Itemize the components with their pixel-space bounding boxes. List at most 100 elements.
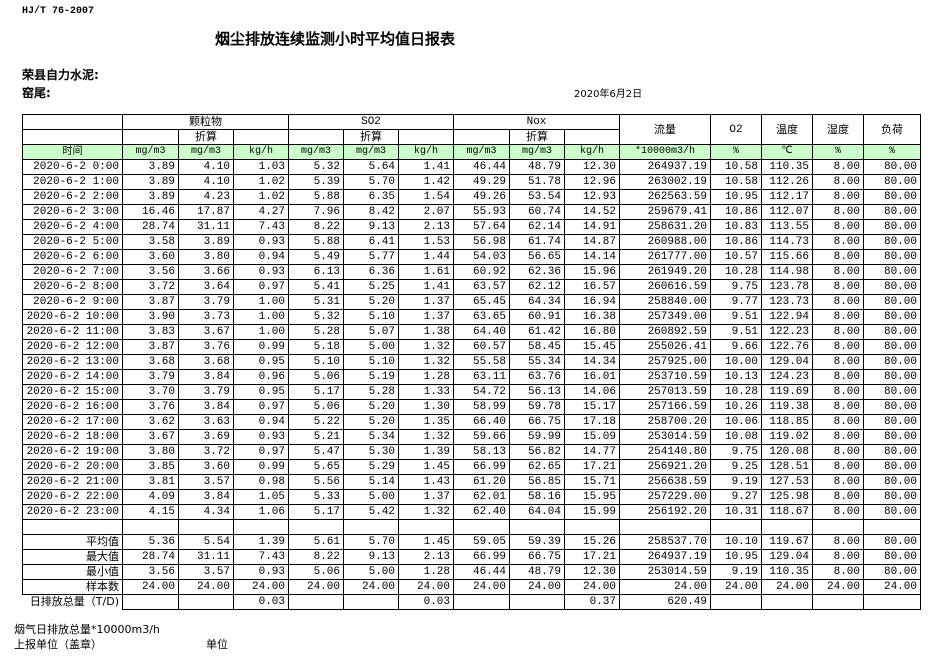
header-nox: Nox — [453, 114, 620, 130]
blank-cell — [343, 519, 399, 535]
value-cell: 8.00 — [812, 264, 864, 280]
value-cell: 3.79 — [178, 294, 234, 310]
value-cell: 8.00 — [812, 204, 864, 220]
value-cell: 620.49 — [619, 594, 711, 610]
value-cell: 5.56 — [288, 474, 344, 490]
value-cell: 55.93 — [453, 204, 510, 220]
blank-cell — [22, 519, 123, 535]
value-cell: 17.21 — [564, 459, 620, 475]
value-cell: 119.67 — [761, 534, 813, 550]
value-cell: 8.00 — [812, 324, 864, 340]
table-row: 2020-6-2 2:00 3.89 4.23 1.02 5.88 6.35 1.54 49.… — [22, 189, 921, 205]
value-cell: 5.70 — [343, 174, 399, 190]
value-cell: 10.08 — [710, 429, 762, 445]
header-blank — [122, 129, 179, 145]
unit-cell: % — [863, 144, 921, 160]
value-cell: 63.57 — [453, 279, 510, 295]
header-blank — [453, 129, 510, 145]
header-blank — [22, 129, 123, 145]
value-cell: 58.45 — [509, 339, 565, 355]
row-label: 平均值 — [22, 534, 123, 550]
value-cell: 0.95 — [233, 384, 289, 400]
value-cell: 1.28 — [398, 369, 454, 385]
value-cell: 9.13 — [343, 219, 399, 235]
value-cell: 1.32 — [398, 429, 454, 445]
value-cell: 5.10 — [343, 354, 399, 370]
value-cell: 4.34 — [178, 504, 234, 520]
value-cell: 5.42 — [343, 504, 399, 520]
value-cell: 257925.00 — [619, 354, 711, 370]
value-cell: 24.00 — [453, 579, 510, 595]
value-cell: 122.76 — [761, 339, 813, 355]
value-cell: 1.37 — [398, 294, 454, 310]
value-cell — [288, 594, 344, 610]
blank-cell — [761, 519, 813, 535]
value-cell: 24.00 — [619, 579, 711, 595]
value-cell: 58.13 — [453, 444, 510, 460]
value-cell: 16.94 — [564, 294, 620, 310]
value-cell: 5.22 — [288, 414, 344, 430]
value-cell: 3.72 — [122, 279, 179, 295]
value-cell: 60.57 — [453, 339, 510, 355]
value-cell: 10.95 — [710, 189, 762, 205]
value-cell: 56.98 — [453, 234, 510, 250]
value-cell: 59.66 — [453, 429, 510, 445]
value-cell: 7.43 — [233, 219, 289, 235]
value-cell: 3.64 — [178, 279, 234, 295]
table-row: 2020-6-2 6:00 3.60 3.80 0.94 5.49 5.77 1.44 54.… — [22, 249, 921, 265]
value-cell: 3.56 — [122, 564, 179, 580]
value-cell: 7.43 — [233, 549, 289, 565]
value-cell: 8.00 — [812, 399, 864, 415]
value-cell: 124.23 — [761, 369, 813, 385]
value-cell: 0.97 — [233, 444, 289, 460]
header-o2: O2 — [710, 114, 762, 145]
value-cell: 3.60 — [178, 459, 234, 475]
value-cell: 9.51 — [710, 309, 762, 325]
value-cell: 66.40 — [453, 414, 510, 430]
value-cell: 80.00 — [863, 414, 921, 430]
table-row: 2020-6-2 3:00 16.46 17.87 4.27 7.96 8.42 2.07 5… — [22, 204, 921, 220]
value-cell: 110.35 — [761, 159, 813, 175]
value-cell: 54.72 — [453, 384, 510, 400]
value-cell: 8.22 — [288, 219, 344, 235]
value-cell: 5.00 — [343, 564, 399, 580]
value-cell: 80.00 — [863, 324, 921, 340]
value-cell: 258537.70 — [619, 534, 711, 550]
table-row: 2020-6-2 12:00 3.87 3.76 0.99 5.18 5.00 1.32 60… — [22, 339, 921, 355]
value-cell: 119.02 — [761, 429, 813, 445]
stats-row: 最大值 28.74 31.11 7.43 8.22 9.13 2.13 66.99 66.75 1… — [22, 549, 921, 565]
value-cell: 61.74 — [509, 234, 565, 250]
value-cell: 3.63 — [178, 414, 234, 430]
value-cell: 1.00 — [233, 294, 289, 310]
value-cell: 8.00 — [812, 564, 864, 580]
value-cell: 253710.59 — [619, 369, 711, 385]
report-table: 颗粒物 SO2 Nox 流量 O2 温度 湿度 负荷 折算 折算 折算 时间 m… — [22, 114, 921, 610]
value-cell: 16.01 — [564, 369, 620, 385]
value-cell: 129.04 — [761, 354, 813, 370]
row-label: 2020-6-2 13:00 — [22, 354, 123, 370]
value-cell: 1.42 — [398, 174, 454, 190]
value-cell: 46.44 — [453, 564, 510, 580]
value-cell: 14.91 — [564, 219, 620, 235]
value-cell: 110.35 — [761, 564, 813, 580]
value-cell: 5.20 — [343, 414, 399, 430]
value-cell: 259679.41 — [619, 204, 711, 220]
value-cell: 66.99 — [453, 459, 510, 475]
blank-cell — [178, 519, 234, 535]
value-cell: 257013.59 — [619, 384, 711, 400]
row-label: 2020-6-2 17:00 — [22, 414, 123, 430]
table-row: 2020-6-2 22:00 4.09 3.84 1.05 5.33 5.00 1.37 62… — [22, 489, 921, 505]
row-label: 2020-6-2 23:00 — [22, 504, 123, 520]
blank-cell — [288, 519, 344, 535]
value-cell: 8.00 — [812, 234, 864, 250]
row-label: 2020-6-2 21:00 — [22, 474, 123, 490]
value-cell: 51.78 — [509, 174, 565, 190]
value-cell: 5.36 — [122, 534, 179, 550]
value-cell: 1.28 — [398, 564, 454, 580]
unit-cell: *10000m3/h — [619, 144, 711, 160]
value-cell: 257229.00 — [619, 489, 711, 505]
value-cell: 62.12 — [509, 279, 565, 295]
value-cell: 5.49 — [288, 249, 344, 265]
value-cell: 1.02 — [233, 189, 289, 205]
row-label: 2020-6-2 19:00 — [22, 444, 123, 460]
